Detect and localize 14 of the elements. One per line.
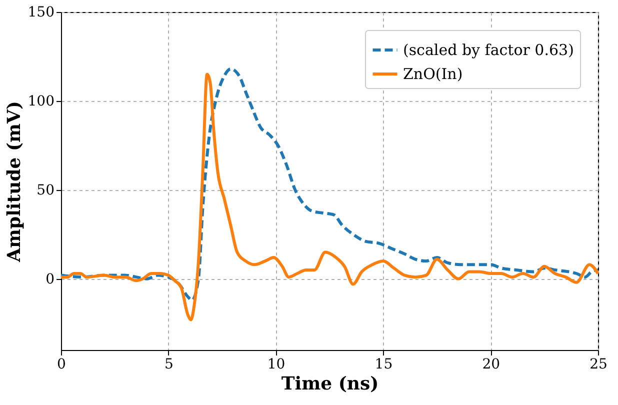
y-tick-label: 0 <box>46 271 54 288</box>
x-axis-title: Time (ns) <box>281 374 379 394</box>
x-tick-label: 25 <box>590 356 608 372</box>
y-tick-label: 100 <box>28 93 54 110</box>
y-tick-label: 150 <box>28 4 54 20</box>
x-tick-label: 10 <box>267 356 286 372</box>
y-axis-title: Amplitude (mV) <box>4 100 25 264</box>
legend-label: (scaled by factor 0.63) <box>403 41 574 59</box>
legend-label: ZnO(In) <box>403 65 463 83</box>
y-tick-label: 50 <box>36 182 54 198</box>
x-tick-label: 20 <box>482 356 500 372</box>
x-tick-label: 15 <box>374 356 393 372</box>
x-tick-label: 5 <box>164 356 174 372</box>
x-tick-label: 0 <box>57 356 66 372</box>
